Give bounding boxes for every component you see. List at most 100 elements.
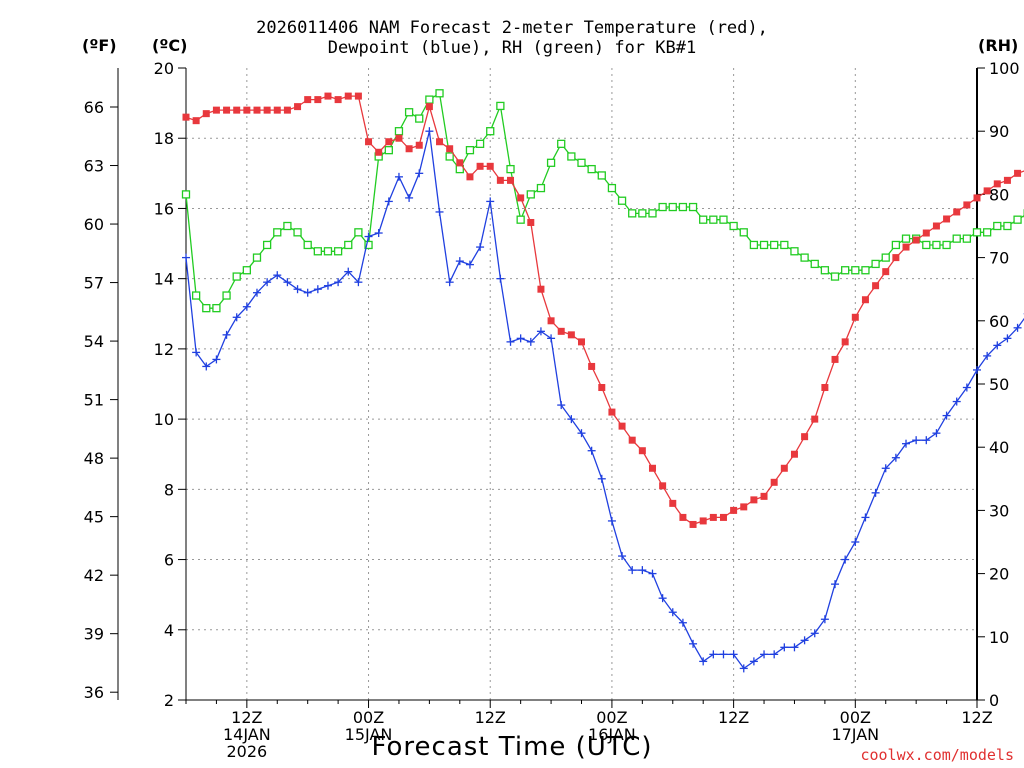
dewpoint-point <box>273 271 282 280</box>
x-tick-label: 00Z <box>840 708 871 727</box>
rh-point <box>729 221 738 231</box>
temperature-point <box>750 496 758 504</box>
rh-point <box>770 240 779 250</box>
temperature-point <box>648 464 656 472</box>
dewpoint-point <box>800 636 809 645</box>
dewpoint-point <box>810 629 819 638</box>
rh-point <box>577 158 586 167</box>
dewpoint-point <box>668 608 677 617</box>
dewpoint-point <box>912 436 921 445</box>
dewpoint-point <box>577 429 586 438</box>
dewpoint-point <box>516 334 525 343</box>
rh-point <box>202 304 211 313</box>
dewpoint-point <box>689 639 698 648</box>
temperature-point <box>628 436 636 444</box>
rh-point <box>759 240 769 250</box>
rh-point <box>982 228 992 237</box>
temperature-point <box>283 106 291 114</box>
dewpoint-point <box>313 285 322 294</box>
rh-point <box>212 304 221 313</box>
temperature-point <box>202 110 210 118</box>
dewpoint-point <box>861 513 870 522</box>
x-tick-label: 16JAN <box>588 725 636 744</box>
dewpoint-point <box>699 657 708 666</box>
x-tick-label: 14JAN <box>223 725 271 744</box>
dewpoint-point <box>790 643 799 652</box>
dewpoint-point <box>374 229 383 238</box>
temperature-point <box>1003 176 1011 184</box>
rh-point <box>810 259 819 269</box>
dewpoint-point <box>739 664 748 673</box>
rh-point <box>496 101 505 111</box>
dewpoint-point <box>993 341 1002 350</box>
temperature-point <box>425 103 433 111</box>
temperature-point <box>882 268 890 276</box>
dewpoint-point <box>222 330 231 339</box>
temperature-point <box>638 447 646 455</box>
temperature-point <box>395 134 403 142</box>
celsius-axis-label: (ºC) <box>152 36 188 55</box>
rh-point <box>262 240 272 250</box>
temperature-point <box>790 450 798 458</box>
temperature-point <box>618 422 626 430</box>
rh-series <box>181 89 1024 313</box>
temperature-point <box>740 503 748 511</box>
temperature-point <box>598 384 606 392</box>
dewpoint-point <box>293 285 302 294</box>
rh-point <box>648 209 657 218</box>
rh-point <box>384 146 393 155</box>
temperature-point <box>446 145 454 153</box>
dewpoint-point <box>749 657 758 666</box>
temperature-point <box>324 92 332 100</box>
rh-point <box>830 272 840 281</box>
rh-point <box>820 266 830 275</box>
rh-point <box>780 240 789 250</box>
temperature-point <box>831 355 839 363</box>
dewpoint-point <box>496 274 505 283</box>
dewpoint-point <box>182 253 190 262</box>
temperature-point <box>476 162 484 170</box>
rh-tick-label: 20 <box>989 565 1009 584</box>
celsius-tick-label: 10 <box>154 410 174 429</box>
rh-point <box>557 139 566 148</box>
rh-point <box>333 247 343 256</box>
temperature-point <box>861 296 869 304</box>
temperature-point <box>993 180 1001 188</box>
rh-tick-label: 30 <box>989 501 1009 520</box>
temperature-point <box>537 285 545 293</box>
dewpoint-point <box>587 446 596 455</box>
fahrenheit-tick-label: 42 <box>84 566 104 585</box>
temperature-point <box>588 362 596 370</box>
x-tick-label: 00Z <box>353 708 384 727</box>
celsius-tick-label: 20 <box>154 59 174 78</box>
celsius-tick-label: 16 <box>154 199 174 218</box>
temperature-point <box>436 138 444 146</box>
rh-point <box>607 183 617 193</box>
temperature-point <box>233 106 241 114</box>
temperature-point <box>892 254 900 262</box>
rh-point <box>323 247 333 256</box>
rh-tick-label: 100 <box>989 59 1020 78</box>
rh-point <box>293 228 302 237</box>
rh-point <box>181 190 191 199</box>
dewpoint-point <box>1013 323 1022 332</box>
dewpoint-point <box>770 650 779 659</box>
temperature-point <box>922 229 930 237</box>
rh-point <box>719 215 728 224</box>
dewpoint-point <box>557 401 566 410</box>
temperature-point <box>709 513 717 521</box>
temperature-point <box>1014 169 1022 177</box>
dewpoint-point <box>192 348 201 357</box>
rh-point <box>425 95 434 104</box>
dewpoint-point <box>465 260 474 269</box>
x-tick-label: 2026 <box>226 742 267 761</box>
rh-point <box>242 266 251 275</box>
dewpoint-point <box>455 257 464 266</box>
rh-point <box>191 291 201 300</box>
dewpoint-point <box>851 538 860 546</box>
rh-point <box>526 190 535 199</box>
temperature-point <box>699 517 707 525</box>
dewpoint-point <box>831 580 840 589</box>
celsius-tick-label: 18 <box>154 129 174 148</box>
temperature-point <box>273 106 281 114</box>
